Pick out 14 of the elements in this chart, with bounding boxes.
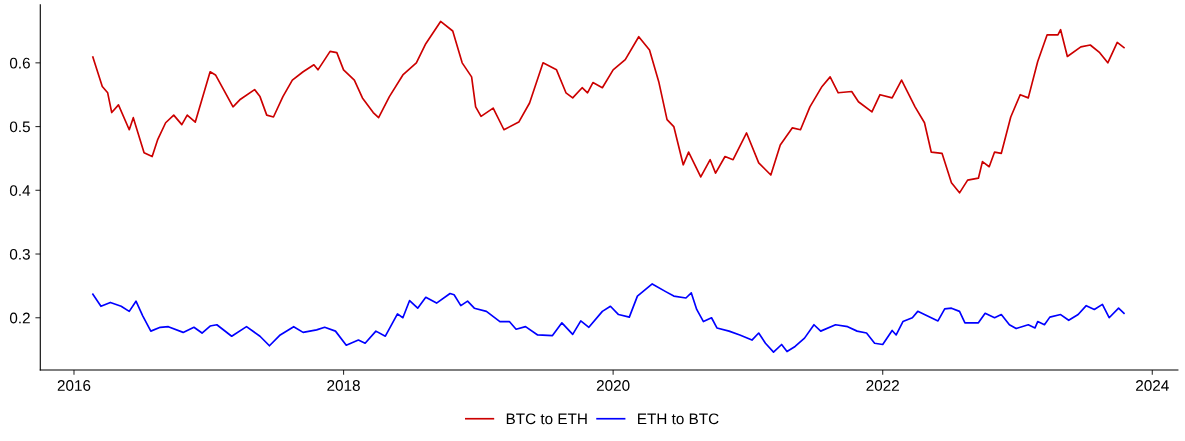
line-series	[92, 20, 1125, 194]
x-tick-label: 2016	[57, 380, 91, 391]
x-tick-label: 2018	[327, 380, 360, 391]
y-tick-label: 0.6	[9, 57, 30, 69]
legend-label: BTC to ETH	[506, 413, 587, 425]
y-tick-label: 0.2	[9, 312, 30, 324]
x-tick-label: 2022	[866, 380, 899, 391]
y-tick-label: 0.3	[9, 248, 30, 260]
y-tick-label: 0.5	[9, 121, 30, 133]
x-tick-label: 2020	[596, 380, 630, 391]
x-tick-label: 2024	[1136, 380, 1169, 391]
line-series	[92, 283, 1125, 353]
legend-label: ETH to BTC	[638, 413, 719, 425]
y-tick-label: 0.4	[9, 185, 31, 196]
